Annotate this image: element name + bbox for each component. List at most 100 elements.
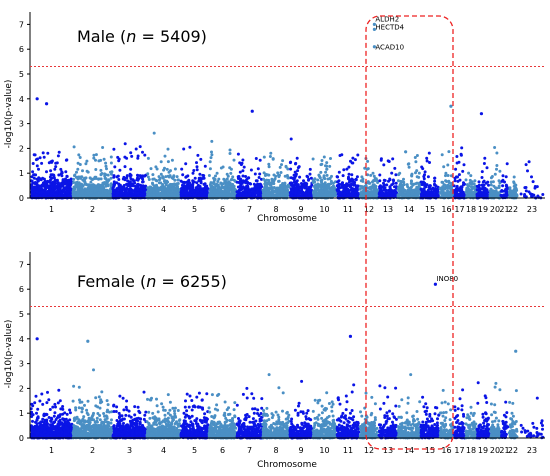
snp-point: [162, 168, 166, 172]
snp-point: [433, 179, 437, 183]
snp-point: [49, 192, 53, 195]
snp-point: [274, 174, 278, 178]
snp-point: [294, 191, 297, 195]
snp-point: [308, 167, 312, 171]
snp-point: [273, 194, 277, 198]
snp-point: [242, 165, 246, 169]
snp-point: [325, 188, 329, 192]
snp-point: [159, 181, 163, 185]
snp-point: [347, 180, 351, 184]
snp-point: [59, 167, 63, 171]
snp-point: [192, 169, 196, 172]
snp-point: [253, 172, 257, 176]
snp-point: [267, 162, 271, 166]
snp-point: [77, 153, 81, 157]
snp-point: [38, 195, 42, 198]
snp-point: [68, 184, 72, 188]
snp-point: [73, 174, 76, 178]
snp-point: [440, 153, 444, 157]
snp-point: [64, 177, 67, 181]
snp-point: [191, 179, 195, 183]
snp-point: [104, 161, 108, 165]
snp-point: [277, 194, 281, 198]
snp-point: [210, 139, 214, 143]
snp-point: [360, 175, 364, 179]
snp-point: [318, 176, 322, 180]
snp-point: [302, 179, 305, 183]
snp-point: [211, 193, 215, 197]
snp-point: [188, 181, 191, 185]
snp-point: [354, 194, 358, 198]
snp-point: [106, 184, 110, 188]
snp-point: [211, 181, 215, 185]
snp-point: [352, 183, 356, 187]
snp-point: [231, 175, 235, 179]
snp-point: [151, 173, 155, 177]
snp-point: [268, 181, 272, 185]
snp-point: [390, 188, 394, 192]
snp-point: [163, 181, 167, 185]
snp-point: [325, 167, 329, 171]
snp-point: [180, 167, 184, 171]
snp-point: [341, 181, 344, 185]
snp-point: [159, 185, 163, 189]
snp-point: [103, 189, 107, 193]
snp-point: [313, 177, 317, 181]
snp-point: [196, 189, 200, 193]
snp-point: [241, 179, 245, 183]
snp-point: [56, 154, 60, 158]
snp-point: [79, 184, 82, 188]
snp-point: [123, 178, 127, 182]
snp-point: [62, 186, 66, 190]
snp-point: [270, 177, 274, 181]
snp-point: [200, 190, 204, 194]
snp-point: [392, 179, 395, 183]
snp-point: [152, 131, 156, 135]
snp-point: [438, 191, 442, 195]
snp-point: [136, 156, 140, 160]
snp-point: [391, 182, 395, 185]
snp-point: [323, 193, 327, 197]
snp-point: [47, 190, 51, 194]
snp-point: [103, 182, 107, 186]
snp-point: [65, 190, 69, 194]
snp-point: [57, 173, 61, 177]
snp-point: [384, 193, 388, 197]
snp-point: [329, 157, 332, 160]
snp-point: [355, 175, 359, 179]
snp-point: [36, 178, 40, 182]
snp-point: [351, 191, 355, 195]
snp-point: [210, 150, 213, 154]
snp-point: [78, 163, 82, 166]
snp-point: [154, 187, 158, 191]
snp-point: [222, 182, 225, 186]
snp-point: [407, 165, 411, 169]
snp-point: [205, 188, 209, 192]
snp-point: [423, 184, 427, 188]
snp-point: [98, 188, 102, 192]
snp-point: [173, 167, 177, 171]
snp-point: [278, 165, 282, 169]
snp-point: [241, 158, 245, 162]
snp-point: [181, 173, 185, 177]
snp-point: [219, 181, 223, 185]
snp-point: [453, 176, 457, 180]
snp-point: [60, 174, 64, 178]
snp-point: [350, 161, 354, 165]
snp-point: [316, 193, 320, 196]
snp-point: [298, 175, 302, 179]
snp-point: [210, 153, 214, 157]
snp-point: [274, 190, 278, 194]
snp-point: [382, 163, 386, 167]
snp-point: [243, 189, 247, 193]
snp-point: [420, 183, 424, 187]
snp-point: [359, 184, 362, 188]
snp-point: [143, 153, 147, 157]
snp-point: [416, 188, 420, 191]
snp-point: [414, 171, 417, 175]
snp-point: [181, 183, 184, 187]
snp-point: [107, 178, 111, 182]
snp-point: [49, 169, 53, 173]
snp-point: [134, 147, 138, 151]
snp-point: [296, 183, 300, 187]
